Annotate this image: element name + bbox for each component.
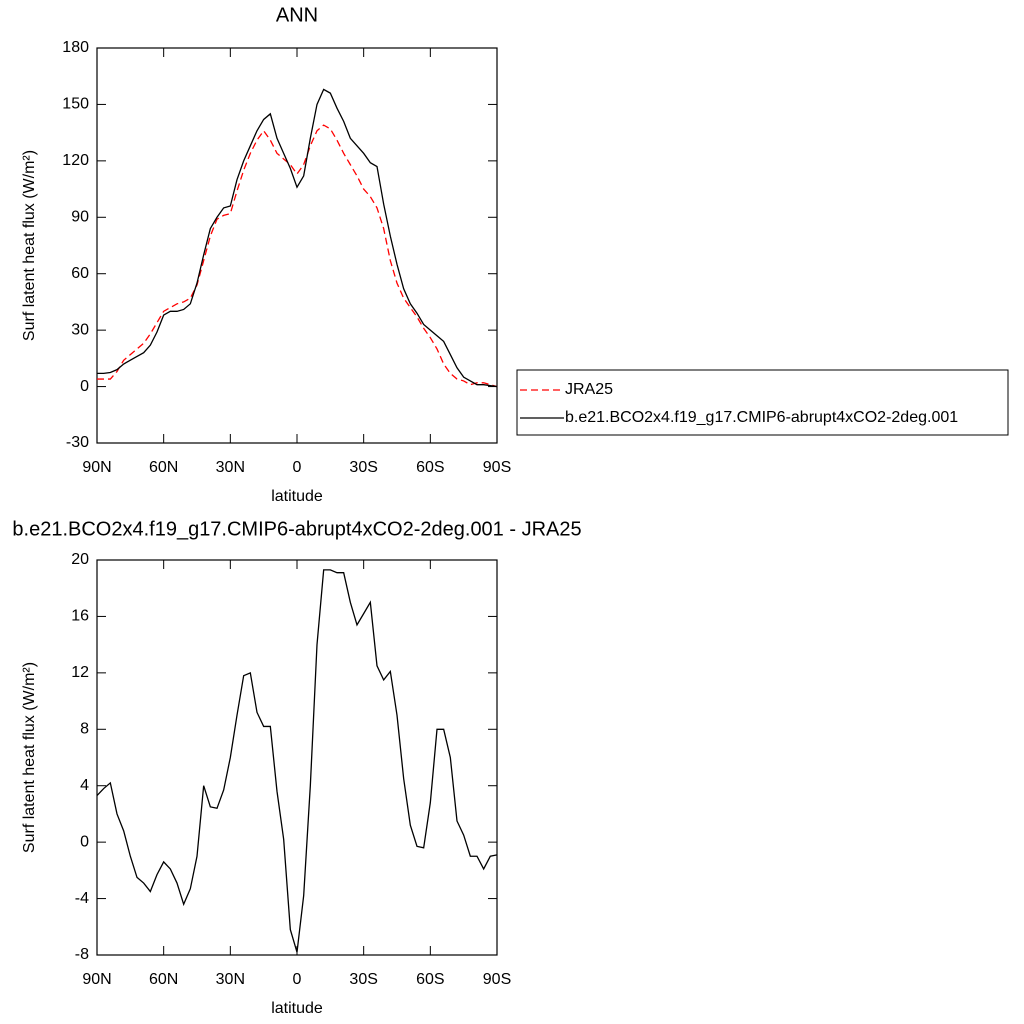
x-tick-label: 30S [349, 459, 377, 476]
data-line [97, 88, 498, 388]
x-tick-label: 0 [293, 459, 302, 476]
y-tick-label: 12 [71, 664, 89, 681]
y-tick-label: -30 [66, 434, 89, 451]
y-tick-label: 90 [71, 209, 89, 226]
x-axis-label: latitude [271, 1000, 323, 1017]
y-tick-label: 20 [71, 551, 89, 568]
y-tick-label: 150 [62, 96, 89, 113]
legend-label: b.e21.BCO2x4.f19_g17.CMIP6-abrupt4xCO2-2… [565, 409, 958, 426]
legend-label: JRA25 [565, 381, 613, 398]
x-tick-label: 90S [483, 971, 511, 988]
legend-box [516, 369, 1009, 436]
y-tick-label: -8 [75, 946, 89, 963]
y-tick-label: 30 [71, 321, 89, 338]
x-tick-label: 0 [293, 971, 302, 988]
chart-title: b.e21.BCO2x4.f19_g17.CMIP6-abrupt4xCO2-2… [12, 518, 581, 540]
y-tick-label: 180 [62, 39, 89, 56]
x-tick-label: 30N [216, 971, 245, 988]
plot-frame [96, 559, 498, 956]
x-tick-label: 60S [416, 971, 444, 988]
chart-title: ANN [276, 4, 318, 26]
y-tick-label: 16 [71, 608, 89, 625]
y-axis-label: Surf latent heat flux (W/m²) [21, 662, 38, 853]
y-axis-label: Surf latent heat flux (W/m²) [21, 150, 38, 341]
y-tick-label: 8 [80, 721, 89, 738]
x-tick-label: 60N [149, 971, 178, 988]
x-tick-label: 30N [216, 459, 245, 476]
data-line [96, 569, 498, 953]
x-axis-label: latitude [271, 488, 323, 505]
y-tick-label: -4 [75, 890, 89, 907]
x-tick-label: 90N [82, 971, 111, 988]
plot-frame [96, 47, 498, 444]
y-tick-label: 120 [62, 152, 89, 169]
x-tick-label: 90S [483, 459, 511, 476]
x-tick-label: 30S [349, 971, 377, 988]
x-tick-label: 90N [82, 459, 111, 476]
y-tick-label: 60 [71, 265, 89, 282]
x-tick-label: 60N [149, 459, 178, 476]
y-tick-label: 0 [80, 833, 89, 850]
y-tick-label: 4 [80, 777, 89, 794]
y-tick-label: 0 [80, 378, 89, 395]
data-line [97, 124, 498, 388]
x-tick-label: 60S [416, 459, 444, 476]
